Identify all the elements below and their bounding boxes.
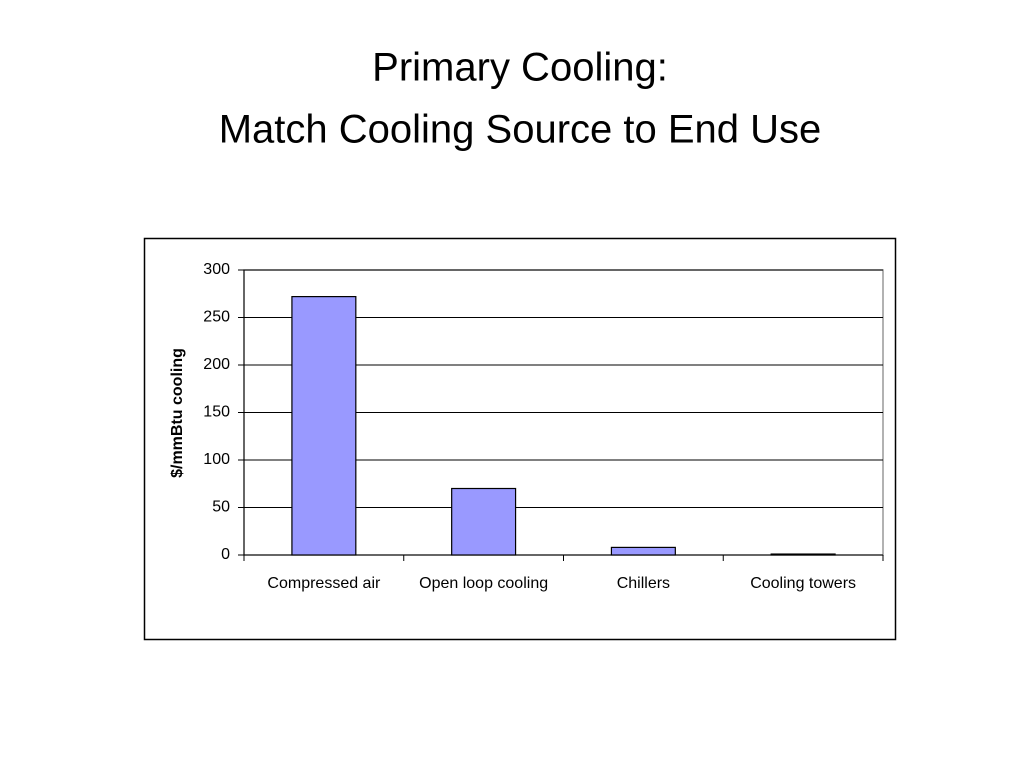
y-tick-label: 50: [212, 499, 230, 516]
x-tick-label: Open loop cooling: [419, 575, 549, 592]
y-tick-label: 0: [221, 546, 230, 563]
chart-title: Primary Cooling:: [372, 46, 668, 90]
x-tick-label-box: Cooling towers: [750, 575, 857, 592]
bar: [770, 553, 836, 556]
x-tick-label: Chillers: [616, 575, 671, 592]
bar: [291, 296, 357, 556]
y-tick-label: 150: [203, 404, 230, 421]
x-tick-label-box: Chillers: [616, 575, 671, 592]
x-tick-label-box: Compressed air: [267, 575, 381, 592]
x-tick-label: Cooling towers: [750, 575, 857, 592]
x-tick-label: Compressed air: [267, 575, 381, 592]
y-tick-label: 250: [203, 309, 230, 326]
bar: [610, 546, 676, 556]
y-axis-label: $/mmBtu cooling: [169, 348, 186, 478]
y-tick-label: 200: [203, 356, 230, 373]
y-tick-label: 100: [203, 451, 230, 468]
chart-title: Match Cooling Source to End Use: [219, 108, 822, 152]
bar: [451, 487, 517, 556]
chart-frame: [143, 237, 897, 641]
y-tick-label: 300: [203, 261, 230, 278]
x-tick-label-box: Open loop cooling: [419, 575, 549, 592]
